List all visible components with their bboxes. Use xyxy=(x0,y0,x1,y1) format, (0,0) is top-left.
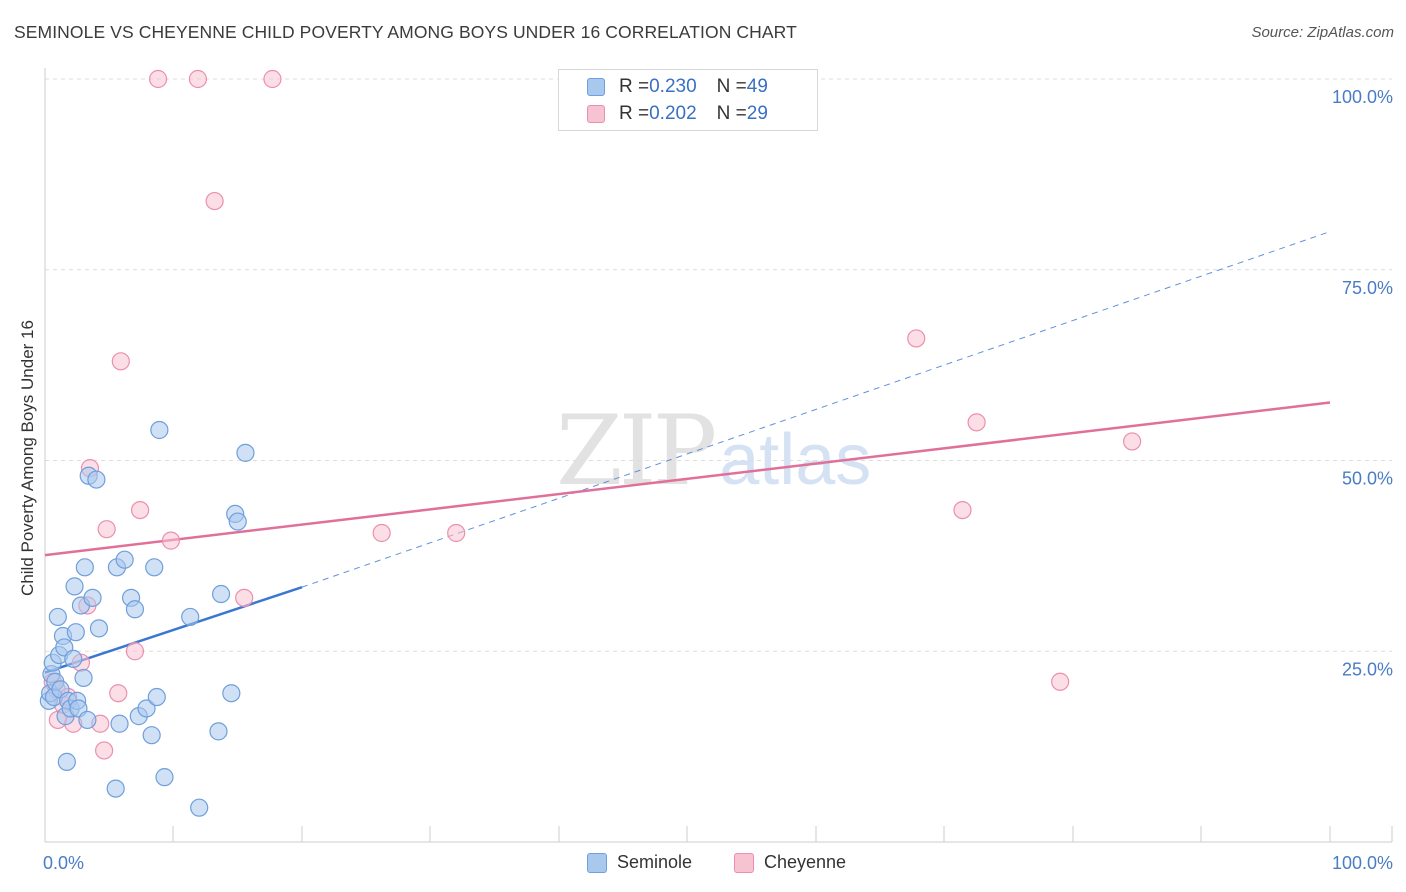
seminole-point xyxy=(137,699,156,718)
cheyenne-point xyxy=(188,69,208,89)
seminole-point xyxy=(236,443,255,462)
seminole-point xyxy=(222,684,241,703)
seminole-swatch xyxy=(587,852,607,873)
cheyenne-point xyxy=(148,69,168,89)
grid-lines xyxy=(45,78,1392,652)
source-label: Source: ZipAtlas.com xyxy=(1251,24,1394,41)
seminole-point xyxy=(89,619,109,638)
legend-n-label: N = xyxy=(716,76,747,97)
cheyenne-point xyxy=(263,69,282,89)
cheyenne-swatch xyxy=(587,105,605,123)
cheyenne-point xyxy=(130,500,150,520)
legend-r-label: R = xyxy=(619,103,650,124)
tick-labels: 25.0% 50.0% 75.0% 100.0% 0.0% 100.0% Child Pov… xyxy=(18,87,1393,873)
seminole-point xyxy=(64,649,83,668)
x-tick-label: 100.0% xyxy=(1332,853,1393,873)
seminole-point xyxy=(155,768,174,787)
cheyenne-point xyxy=(235,588,254,607)
y-tick-label: 25.0% xyxy=(1342,659,1393,679)
legend-row-seminole: R = 0.230 N = 49 xyxy=(587,74,768,100)
axes xyxy=(44,68,1393,843)
seminole-point xyxy=(74,668,93,688)
seminole-point xyxy=(83,588,102,607)
x-tick-label: 0.0% xyxy=(43,853,84,873)
seminole-point xyxy=(75,558,94,577)
seminole-point xyxy=(65,577,84,596)
legend: R = 0.230 N = 49 R = 0.202 N = 29 xyxy=(558,69,818,131)
cheyenne-point xyxy=(97,520,116,539)
seminole-point xyxy=(66,623,85,642)
seminole-point xyxy=(57,752,76,771)
legend-n-label: N = xyxy=(716,103,747,124)
seminole-trend-extension xyxy=(301,231,1331,588)
cheyenne-legend-label: Cheyenne xyxy=(764,852,847,872)
cheyenne-point xyxy=(907,329,926,348)
cheyenne-point xyxy=(447,523,466,543)
legend-row-cheyenne: R = 0.202 N = 29 xyxy=(587,101,768,127)
seminole-point xyxy=(106,779,125,798)
y-axis-label: Child Poverty Among Boys Under 16 xyxy=(18,320,37,596)
legend-r-label: R = xyxy=(619,76,650,97)
cheyenne-point xyxy=(125,642,145,661)
seminole-point xyxy=(48,607,67,627)
y-tick-label: 100.0% xyxy=(1332,87,1393,107)
seminole-point xyxy=(211,584,231,604)
chart-title: SEMINOLE VS CHEYENNE CHILD POVERTY AMONG… xyxy=(14,22,797,42)
seminole-point xyxy=(147,687,166,707)
seminole-point xyxy=(150,420,169,440)
cheyenne-swatch xyxy=(734,852,754,873)
cheyenne-point xyxy=(1123,432,1142,451)
data-points xyxy=(39,69,1142,817)
seminole-legend-label: Seminole xyxy=(617,852,693,872)
bottom-legend-cheyenne: Cheyenne xyxy=(734,852,846,873)
seminole-point xyxy=(181,607,200,627)
seminole-point xyxy=(115,550,134,569)
cheyenne-point xyxy=(967,413,986,432)
cheyenne-point xyxy=(953,500,972,520)
legend-n-value: 29 xyxy=(746,103,768,124)
legend-r-value: 0.202 xyxy=(649,103,697,124)
seminole-point xyxy=(87,470,106,489)
cheyenne-point xyxy=(1051,672,1070,691)
cheyenne-point xyxy=(161,531,181,550)
seminole-point xyxy=(110,714,129,733)
legend-r-value: 0.230 xyxy=(649,76,697,97)
seminole-point xyxy=(142,726,161,745)
seminole-point xyxy=(190,798,209,817)
y-tick-label: 50.0% xyxy=(1342,469,1393,489)
legend-n-value: 49 xyxy=(746,76,768,97)
cheyenne-point xyxy=(205,191,224,211)
seminole-point xyxy=(125,600,145,619)
seminole-point xyxy=(209,722,228,741)
cheyenne-point xyxy=(95,741,114,760)
cheyenne-point xyxy=(109,684,128,703)
cheyenne-point xyxy=(111,352,130,371)
seminole-point xyxy=(78,710,97,730)
seminole-point xyxy=(228,512,247,531)
y-tick-label: 75.0% xyxy=(1342,278,1393,298)
seminole-point xyxy=(145,558,164,577)
cheyenne-point xyxy=(372,523,391,543)
seminole-swatch xyxy=(587,78,605,96)
cheyenne-trend-line xyxy=(44,401,1331,557)
bottom-legend-seminole: Seminole xyxy=(587,852,692,873)
